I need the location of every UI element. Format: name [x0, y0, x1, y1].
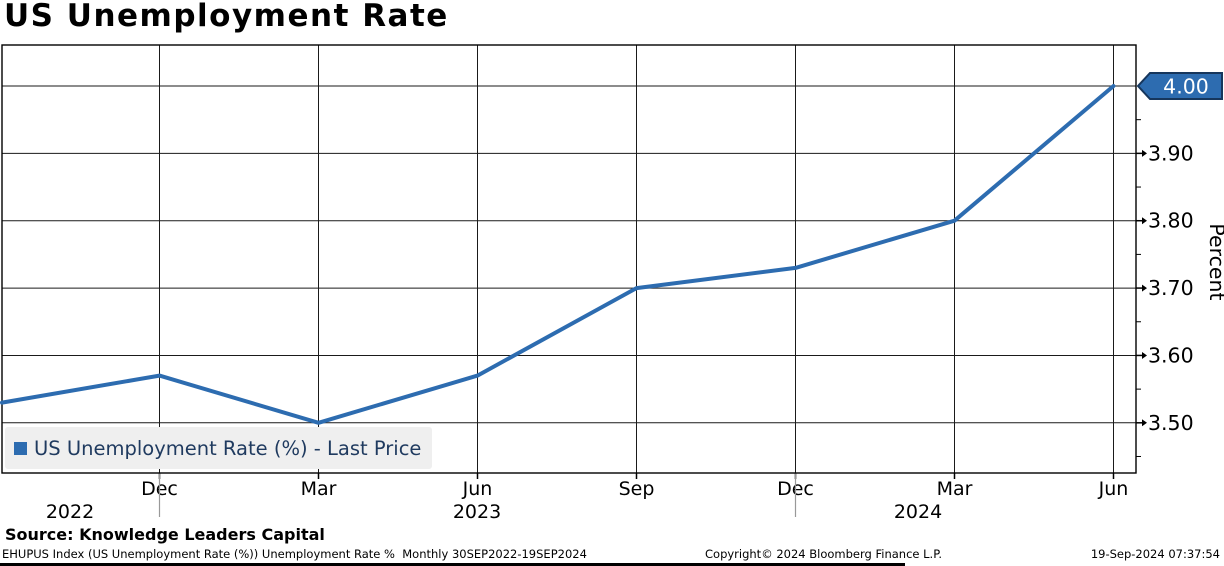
- y-axis-title: Percent: [1205, 223, 1224, 300]
- index-info: EHUPUS Index (US Unemployment Rate (%)) …: [2, 547, 587, 561]
- y-tick-label: 3.60: [1148, 343, 1194, 367]
- year-label: 2023: [453, 501, 501, 523]
- y-axis-tick-arrow-icon: [1142, 284, 1147, 292]
- last-price-tag: [1136, 72, 1223, 100]
- last-price-tag-label: 4.00: [1163, 75, 1209, 99]
- y-axis-tick-arrow-icon: [1142, 419, 1147, 427]
- y-tick-label: 3.80: [1148, 209, 1194, 233]
- legend-swatch-icon: [14, 441, 27, 455]
- page-title: US Unemployment Rate: [4, 0, 449, 34]
- bottom-window-edge: [0, 563, 905, 566]
- unemployment-line: [0, 84, 1116, 425]
- y-axis-tick-arrow-icon: [1142, 351, 1147, 359]
- y-axis-tick-arrow-icon: [1142, 217, 1147, 225]
- x-tick-label: Sep: [619, 478, 655, 500]
- legend-label: US Unemployment Rate (%) - Last Price: [34, 436, 422, 460]
- year-label: 2022: [46, 501, 94, 523]
- timestamp: 19-Sep-2024 07:37:54: [1090, 547, 1220, 561]
- y-tick-label: 3.90: [1148, 141, 1194, 165]
- x-tick-label: Mar: [937, 478, 973, 500]
- y-axis-tick-arrow-icon: [1142, 149, 1147, 157]
- x-tick-label: Mar: [301, 478, 337, 500]
- legend[interactable]: US Unemployment Rate (%) - Last Price: [5, 427, 432, 469]
- x-tick-label: Jun: [1098, 478, 1129, 500]
- x-tick-label: Jun: [462, 478, 493, 500]
- source-line: Source: Knowledge Leaders Capital: [5, 525, 325, 544]
- plot-border: [1, 44, 1137, 474]
- year-label: 2024: [894, 501, 942, 523]
- copyright-text: Copyright© 2024 Bloomberg Finance L.P.: [705, 547, 942, 561]
- footer-meta-row: EHUPUS Index (US Unemployment Rate (%)) …: [0, 547, 1224, 563]
- y-tick-label: 3.70: [1148, 276, 1194, 300]
- y-tick-label: 3.50: [1148, 411, 1194, 435]
